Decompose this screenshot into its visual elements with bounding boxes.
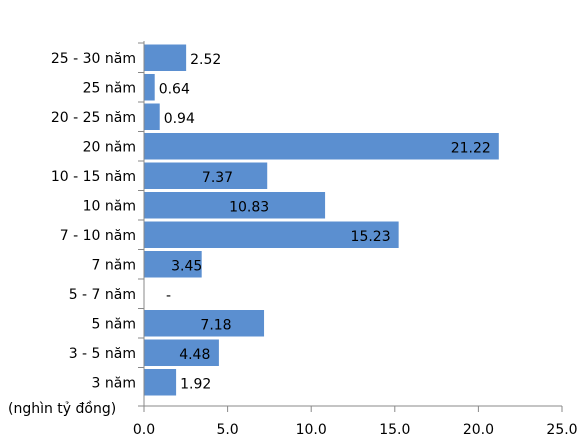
bar [144, 339, 219, 366]
bar [144, 251, 202, 278]
data-label: 2.52 [190, 52, 221, 68]
data-label: 15.23 [351, 229, 391, 245]
category-label: 3 - 5 năm [69, 346, 136, 362]
bar [144, 74, 155, 101]
x-tick-label: 5.0 [216, 422, 238, 438]
bar [144, 369, 177, 396]
data-label: - [166, 288, 171, 304]
category-label: 10 - 15 năm [51, 169, 136, 185]
category-label: 25 - 30 năm [51, 51, 136, 67]
data-label: 0.64 [159, 81, 190, 97]
category-label: 5 - 7 năm [69, 287, 136, 303]
data-label: 3.45 [171, 258, 202, 274]
x-axis-unit-label: (nghìn tỷ đồng) [8, 401, 117, 417]
data-label: 10.83 [229, 199, 269, 215]
bar [144, 310, 265, 337]
data-label: 21.22 [451, 140, 491, 156]
category-label: 7 - 10 năm [60, 228, 136, 244]
data-label: 1.92 [180, 376, 211, 392]
x-tick-label: 15.0 [379, 422, 410, 438]
category-label: 25 năm [83, 80, 136, 96]
bar [144, 192, 326, 219]
category-label: 7 năm [92, 257, 136, 273]
data-label: 0.94 [164, 111, 195, 127]
bar [144, 221, 399, 248]
x-tick-label: 10.0 [296, 422, 327, 438]
category-label: 10 năm [83, 198, 136, 214]
category-label: 20 - 25 năm [51, 110, 136, 126]
x-tick-label: 25.0 [546, 422, 577, 438]
bar [144, 133, 499, 160]
data-label: 7.18 [200, 317, 231, 333]
bar [144, 162, 268, 189]
category-label: 5 năm [92, 316, 136, 332]
category-label: 3 năm [92, 375, 136, 391]
x-tick-label: 0.0 [133, 422, 155, 438]
category-label: 20 năm [83, 139, 136, 155]
data-label: 7.37 [202, 170, 233, 186]
data-label: 4.48 [179, 347, 210, 363]
bar [144, 103, 160, 130]
bar [144, 44, 187, 71]
x-tick-label: 20.0 [463, 422, 494, 438]
